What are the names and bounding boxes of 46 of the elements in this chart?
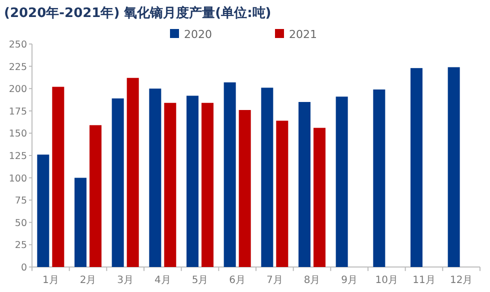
x-tick-label: 5月	[192, 275, 208, 286]
x-tick-label: 4月	[154, 275, 171, 286]
y-tick-label: 0	[20, 262, 27, 274]
bar	[74, 178, 86, 267]
bar	[52, 86, 64, 267]
x-tick-label: 10月	[375, 275, 398, 286]
bar	[149, 88, 162, 267]
legend-label: 2021	[289, 28, 317, 41]
y-tick-label: 25	[14, 240, 27, 252]
bar	[186, 96, 198, 267]
bar	[261, 88, 274, 267]
y-tick-label: 250	[8, 40, 27, 50]
bar	[336, 96, 348, 267]
bar	[90, 125, 102, 267]
x-tick-label: 3月	[117, 275, 134, 286]
y-tick-label: 225	[8, 62, 27, 73]
x-tick-label: 9月	[341, 275, 358, 286]
x-tick-label: 8月	[304, 275, 320, 286]
x-tick-label: 6月	[229, 275, 246, 286]
bar	[410, 68, 422, 267]
y-tick-label: 75	[14, 196, 27, 207]
x-tick-label: 2月	[80, 275, 96, 286]
x-tick-label: 12月	[450, 275, 473, 286]
y-tick-label: 50	[14, 218, 27, 229]
bar	[37, 154, 50, 267]
y-tick-label: 125	[8, 151, 27, 162]
bar	[112, 98, 124, 267]
y-tick-label: 175	[8, 106, 27, 118]
x-tick-label: 7月	[266, 275, 283, 286]
x-tick-label: 11月	[412, 275, 436, 286]
y-tick-label: 200	[8, 84, 27, 96]
bar	[238, 110, 251, 267]
bar	[202, 102, 214, 267]
bar	[224, 82, 236, 267]
y-tick-label: 150	[8, 128, 27, 140]
bar	[298, 102, 310, 267]
legend-label: 2020	[184, 28, 212, 41]
bar	[373, 89, 386, 267]
bar	[126, 78, 139, 267]
bar	[164, 102, 176, 267]
y-tick-label: 100	[8, 173, 27, 184]
bar	[276, 120, 288, 267]
x-tick-label: 1月	[42, 275, 59, 286]
bar	[314, 128, 326, 267]
bar	[448, 67, 460, 267]
chart-title: (2020年-2021年) 氧化镝月度产量(单位:吨)	[4, 5, 272, 21]
